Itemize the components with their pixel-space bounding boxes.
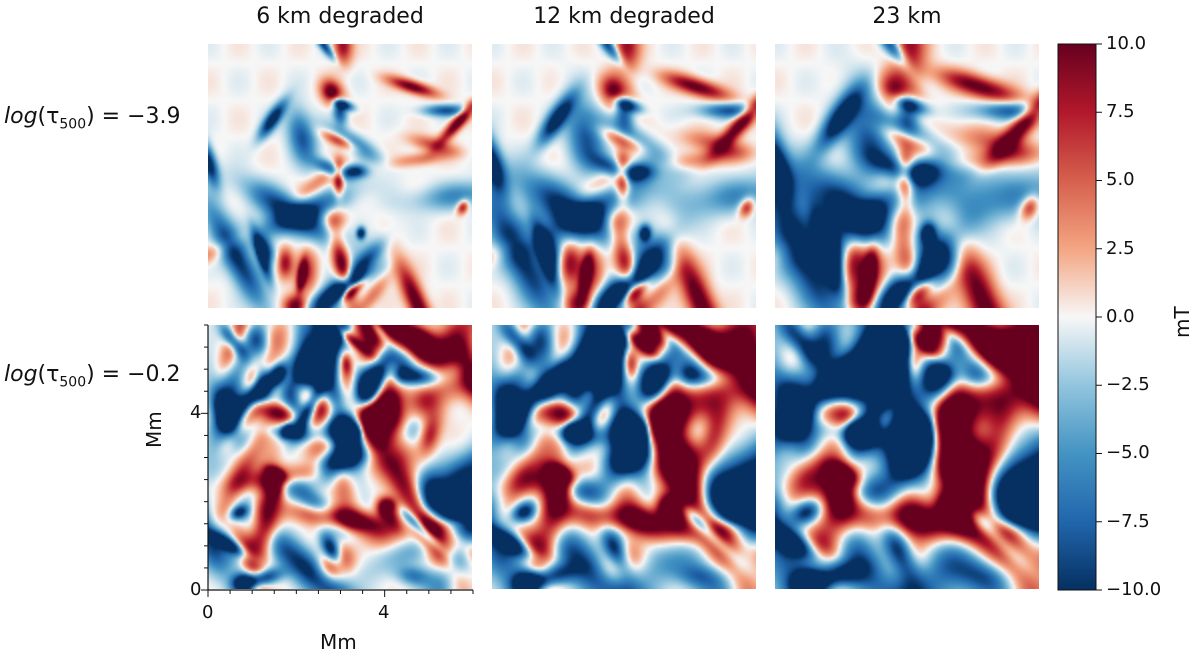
colorbar-tick-neg2.5: −2.5 <box>1106 374 1150 395</box>
column-title-23km: 23 km <box>872 4 942 29</box>
heatmap-panel-bottom-12km <box>492 325 756 589</box>
y-tick-label-4: 4 <box>190 402 202 423</box>
column-title-6km: 6 km degraded <box>256 4 424 29</box>
x-tick-label-0: 0 <box>202 602 214 623</box>
colorbar-label: mT <box>1170 306 1194 338</box>
x-tick-label-4: 4 <box>378 602 390 623</box>
colorbar-tick-5: 5.0 <box>1106 169 1135 190</box>
x-axis-title: Mm <box>320 630 357 654</box>
colorbar-tick-10: 10.0 <box>1106 33 1147 54</box>
y-axis-title: Mm <box>142 411 166 448</box>
colorbar-tick-0: 0.0 <box>1106 306 1135 327</box>
heatmap-panel-top-23km <box>775 44 1039 308</box>
colorbar-tick-neg10: −10.0 <box>1106 579 1162 600</box>
colorbar-ticks <box>1096 43 1102 591</box>
heatmap-panel-top-6km <box>208 44 472 308</box>
colorbar-tick-7.5: 7.5 <box>1106 101 1135 122</box>
heatmap-panel-top-12km <box>492 44 756 308</box>
y-tick-label-0: 0 <box>190 579 202 600</box>
x-ticks <box>207 590 474 597</box>
heatmap-panel-bottom-23km <box>775 325 1039 589</box>
column-title-12km: 12 km degraded <box>533 4 715 29</box>
row-label-bottom: log(τ500) = −0.2 <box>4 362 181 391</box>
y-ticks <box>201 324 208 591</box>
row-label-top: log(τ500) = −3.9 <box>4 104 181 133</box>
colorbar-tick-neg5: −5.0 <box>1106 442 1150 463</box>
colorbar-tick-2.5: 2.5 <box>1106 238 1135 259</box>
colorbar-tick-neg7.5: −7.5 <box>1106 511 1150 532</box>
heatmap-panel-bottom-6km <box>208 325 472 589</box>
colorbar <box>1057 43 1097 591</box>
